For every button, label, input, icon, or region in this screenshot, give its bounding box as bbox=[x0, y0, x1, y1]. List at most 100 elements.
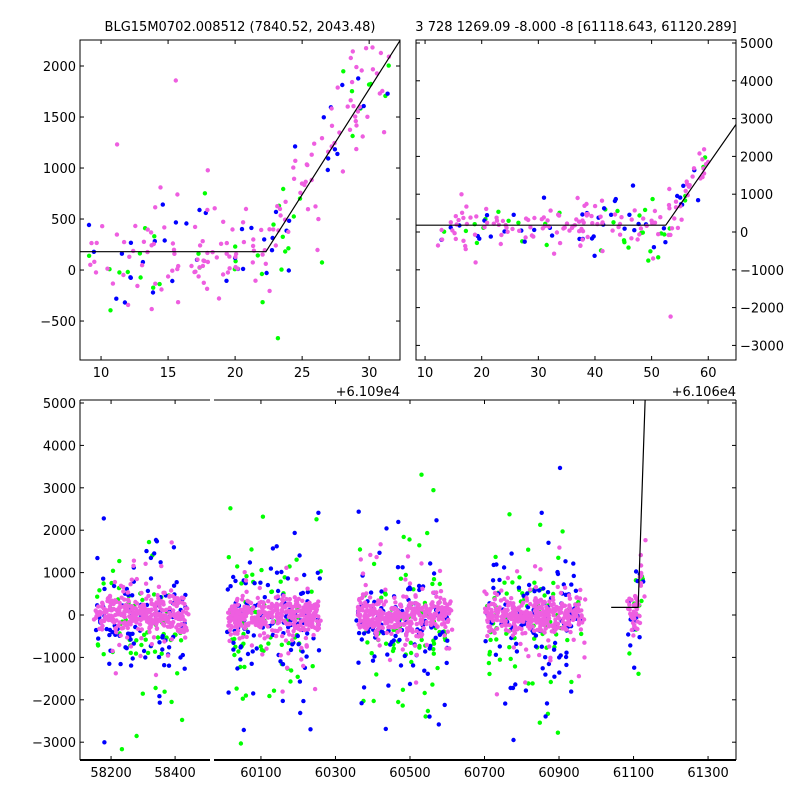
data-point-magenta bbox=[576, 602, 581, 607]
data-point-magenta bbox=[121, 272, 126, 278]
data-point-green bbox=[108, 308, 113, 313]
data-point-magenta bbox=[89, 240, 94, 246]
data-point-green bbox=[159, 651, 164, 656]
data-point-magenta bbox=[403, 642, 408, 647]
data-point-green bbox=[226, 555, 231, 560]
data-point-blue bbox=[370, 658, 376, 663]
data-point-magenta bbox=[583, 597, 588, 602]
data-point-magenta bbox=[180, 614, 185, 619]
data-point-magenta bbox=[405, 554, 411, 559]
data-point-magenta bbox=[224, 240, 229, 246]
data-point-magenta bbox=[376, 627, 381, 632]
data-point-magenta bbox=[580, 620, 585, 625]
data-point-green bbox=[530, 681, 535, 686]
data-point-magenta bbox=[353, 114, 358, 119]
data-point-blue bbox=[402, 653, 407, 659]
data-point-magenta bbox=[442, 621, 447, 626]
data-point-magenta bbox=[524, 616, 529, 622]
data-point-magenta bbox=[128, 622, 133, 627]
data-point-magenta bbox=[505, 229, 510, 234]
data-point-green bbox=[626, 245, 631, 250]
data-point-magenta bbox=[103, 614, 108, 619]
data-point-blue bbox=[224, 278, 229, 283]
data-point-blue bbox=[388, 642, 393, 647]
data-point-magenta bbox=[289, 604, 294, 609]
data-point-magenta bbox=[316, 599, 321, 604]
data-point-green bbox=[374, 672, 379, 677]
data-point-magenta bbox=[225, 270, 231, 275]
data-point-green bbox=[493, 554, 498, 560]
data-point-magenta bbox=[667, 186, 672, 192]
data-point-magenta bbox=[537, 620, 542, 626]
data-point-magenta bbox=[487, 624, 493, 629]
data-point-blue bbox=[258, 580, 263, 585]
data-point-magenta bbox=[495, 626, 500, 631]
data-point-magenta bbox=[300, 598, 305, 603]
data-point-blue bbox=[131, 641, 136, 646]
y-tick-label: 3000 bbox=[740, 113, 773, 128]
data-point-blue bbox=[160, 647, 165, 652]
data-point-blue bbox=[268, 566, 274, 571]
data-point-magenta bbox=[378, 542, 383, 547]
data-point-magenta bbox=[108, 613, 114, 618]
data-point-magenta bbox=[589, 213, 594, 219]
data-point-magenta bbox=[439, 227, 444, 233]
data-point-magenta bbox=[94, 613, 99, 619]
data-point-blue bbox=[127, 631, 133, 637]
data-point-blue bbox=[497, 644, 502, 649]
data-point-magenta bbox=[284, 565, 289, 570]
data-point-magenta bbox=[656, 232, 661, 237]
data-point-blue bbox=[563, 559, 568, 564]
data-point-magenta bbox=[571, 637, 576, 642]
data-point-magenta bbox=[291, 176, 297, 181]
data-point-magenta bbox=[299, 645, 304, 651]
data-point-magenta bbox=[264, 646, 269, 651]
data-point-magenta bbox=[560, 625, 566, 630]
data-point-magenta bbox=[394, 622, 399, 627]
data-point-magenta bbox=[492, 597, 497, 602]
data-point-magenta bbox=[192, 224, 198, 230]
data-point-magenta bbox=[376, 637, 381, 642]
data-point-magenta bbox=[374, 554, 379, 560]
data-point-blue bbox=[564, 650, 569, 655]
data-point-magenta bbox=[227, 619, 232, 624]
data-point-blue bbox=[249, 661, 254, 666]
data-point-blue bbox=[533, 644, 539, 649]
data-point-green bbox=[310, 664, 315, 669]
data-point-magenta bbox=[227, 638, 232, 644]
data-point-magenta bbox=[445, 619, 451, 624]
data-point-magenta bbox=[360, 604, 365, 610]
data-point-magenta bbox=[167, 594, 172, 599]
data-point-magenta bbox=[354, 64, 359, 70]
data-point-magenta bbox=[633, 611, 639, 616]
data-point-magenta bbox=[580, 237, 585, 242]
data-point-green bbox=[286, 246, 291, 251]
data-point-blue bbox=[95, 555, 100, 561]
data-point-blue bbox=[359, 637, 364, 642]
y-tick-label: 4000 bbox=[740, 75, 773, 90]
data-point-magenta bbox=[304, 643, 309, 648]
data-point-magenta bbox=[119, 595, 124, 600]
data-point-magenta bbox=[354, 146, 359, 152]
data-point-magenta bbox=[701, 147, 707, 152]
data-point-magenta bbox=[439, 237, 445, 242]
data-point-magenta bbox=[316, 626, 322, 631]
data-point-magenta bbox=[273, 243, 278, 248]
data-point-green bbox=[642, 207, 648, 213]
data-point-magenta bbox=[246, 599, 252, 604]
data-point-magenta bbox=[296, 614, 301, 619]
data-point-magenta bbox=[383, 587, 388, 592]
data-point-magenta bbox=[378, 608, 383, 613]
data-point-blue bbox=[557, 655, 562, 660]
data-point-magenta bbox=[306, 606, 312, 611]
data-point-magenta bbox=[299, 657, 304, 662]
data-point-magenta bbox=[169, 637, 174, 642]
data-point-magenta bbox=[348, 98, 353, 103]
data-point-magenta bbox=[546, 638, 551, 643]
data-point-magenta bbox=[523, 235, 528, 240]
data-point-blue bbox=[356, 76, 361, 81]
data-point-magenta bbox=[97, 626, 102, 631]
data-point-magenta bbox=[510, 610, 515, 615]
data-point-magenta bbox=[113, 626, 118, 631]
data-point-magenta bbox=[625, 599, 630, 604]
